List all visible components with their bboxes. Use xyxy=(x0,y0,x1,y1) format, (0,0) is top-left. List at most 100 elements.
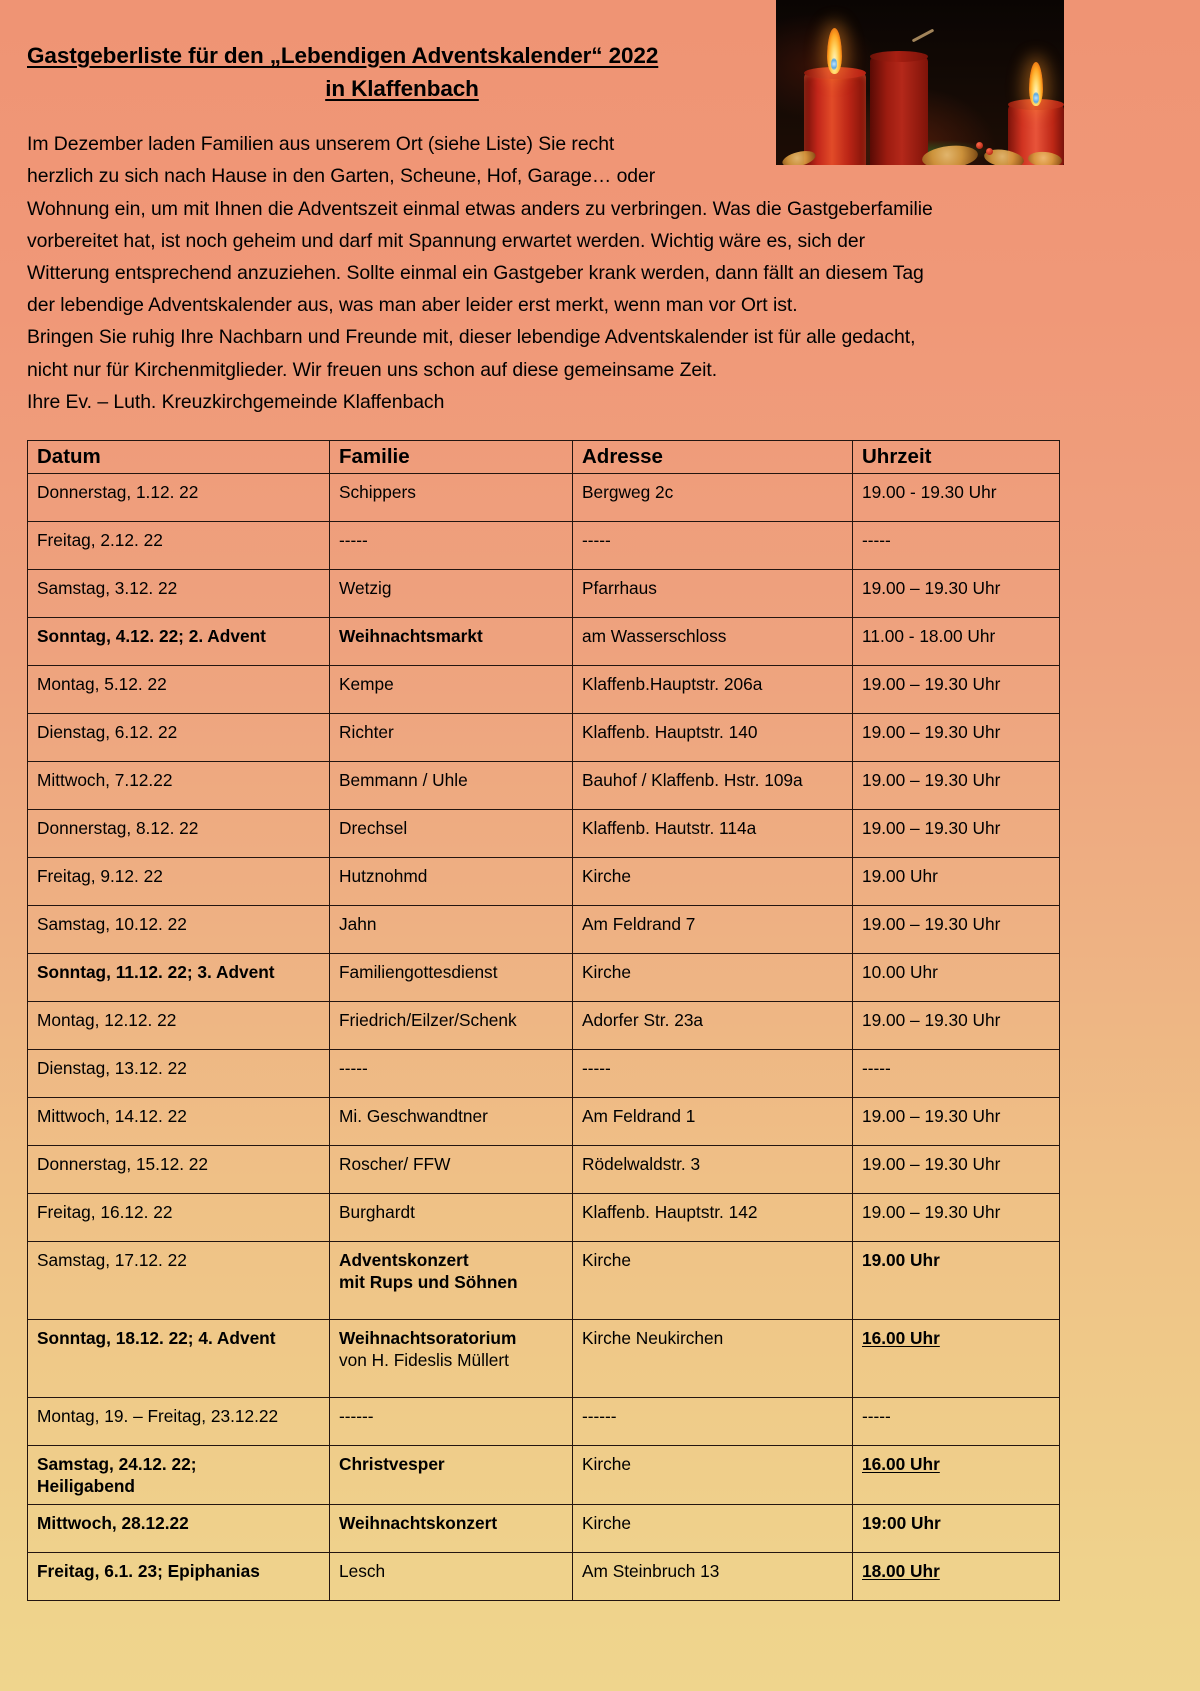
table-row: Freitag, 2.12. 22 ----- ----- ----- xyxy=(27,521,1060,571)
cell-adresse: ------ xyxy=(572,1397,853,1447)
intro-line-3: Wohnung ein, um mit Ihnen die Adventszei… xyxy=(27,197,933,220)
cell-adresse: Kirche Neukirchen xyxy=(572,1319,853,1399)
cell-uhrzeit: ----- xyxy=(852,1397,1060,1447)
table-row: Donnerstag, 15.12. 22 Roscher/ FFW Rödel… xyxy=(27,1145,1060,1195)
cell-adresse: Adorfer Str. 23a xyxy=(572,1001,853,1051)
cell-familie: Hutznohmd xyxy=(329,857,573,907)
intro-line-8: nicht nur für Kirchenmitglieder. Wir fre… xyxy=(27,358,718,381)
table-row: Montag, 12.12. 22 Friedrich/Eilzer/Schen… xyxy=(27,1001,1060,1051)
table-row: Samstag, 17.12. 22 Adventskonzert mit Ru… xyxy=(27,1241,1060,1321)
cell-familie: Roscher/ FFW xyxy=(329,1145,573,1195)
cell-datum: Samstag, 24.12. 22; Heiligabend xyxy=(27,1445,330,1506)
cell-familie-line2: mit Rups und Söhnen xyxy=(339,1272,518,1293)
intro-line-9: Ihre Ev. – Luth. Kreuzkirchgemeinde Klaf… xyxy=(27,390,445,413)
cell-datum: Donnerstag, 8.12. 22 xyxy=(27,809,330,859)
cell-uhrzeit: 18.00 Uhr xyxy=(852,1552,1060,1602)
cell-datum: Sonntag, 11.12. 22; 3. Advent xyxy=(27,953,330,1003)
table-header-row: Datum Familie Adresse Uhrzeit xyxy=(27,439,1060,475)
page-title-line1: Gastgeberliste für den „Lebendigen Adven… xyxy=(27,43,659,68)
cell-datum: Montag, 5.12. 22 xyxy=(27,665,330,715)
cell-adresse: Pfarrhaus xyxy=(572,569,853,619)
table-row: Dienstag, 6.12. 22 Richter Klaffenb. Hau… xyxy=(27,713,1060,763)
cell-datum: Freitag, 9.12. 22 xyxy=(27,857,330,907)
cell-familie: Schippers xyxy=(329,473,573,523)
candle-unlit-icon xyxy=(870,51,928,165)
table-row: Donnerstag, 8.12. 22 Drechsel Klaffenb. … xyxy=(27,809,1060,859)
cell-familie: Bemmann / Uhle xyxy=(329,761,573,811)
cell-datum: Sonntag, 18.12. 22; 4. Advent xyxy=(27,1319,330,1399)
cell-uhrzeit: 19.00 – 19.30 Uhr xyxy=(852,665,1060,715)
cell-uhrzeit: 19.00 – 19.30 Uhr xyxy=(852,905,1060,955)
cell-adresse: Bauhof / Klaffenb. Hstr. 109a xyxy=(572,761,853,811)
cell-uhrzeit: 19.00 – 19.30 Uhr xyxy=(852,1097,1060,1147)
cell-familie: Kempe xyxy=(329,665,573,715)
document-content: Gastgeberliste für den „Lebendigen Adven… xyxy=(27,0,1173,1602)
cell-uhrzeit: 19.00 Uhr xyxy=(852,857,1060,907)
cell-familie: Friedrich/Eilzer/Schenk xyxy=(329,1001,573,1051)
cell-adresse: ----- xyxy=(572,521,853,571)
table-row: Donnerstag, 1.12. 22 Schippers Bergweg 2… xyxy=(27,473,1060,523)
table-row: Freitag, 6.1. 23; Epiphanias Lesch Am St… xyxy=(27,1552,1060,1602)
cell-uhrzeit: 19.00 Uhr xyxy=(852,1241,1060,1321)
cell-uhrzeit: 19.00 – 19.30 Uhr xyxy=(852,1193,1060,1243)
cell-familie: Familiengottesdienst xyxy=(329,953,573,1003)
cell-datum: Mittwoch, 7.12.22 xyxy=(27,761,330,811)
table-row: Dienstag, 13.12. 22 ----- ----- ----- xyxy=(27,1049,1060,1099)
cell-uhrzeit: 19.00 – 19.30 Uhr xyxy=(852,1001,1060,1051)
cell-uhrzeit: 19.00 – 19.30 Uhr xyxy=(852,569,1060,619)
cell-adresse: Kirche xyxy=(572,857,853,907)
advent-candles-photo xyxy=(776,0,1064,165)
cell-adresse: am Wasserschloss xyxy=(572,617,853,667)
cell-familie-line1: Adventskonzert xyxy=(339,1250,469,1271)
berry-icon xyxy=(976,142,983,149)
schedule-table: Datum Familie Adresse Uhrzeit Donnerstag… xyxy=(27,439,1060,1602)
cell-datum: Samstag, 10.12. 22 xyxy=(27,905,330,955)
cell-uhrzeit: 16.00 Uhr xyxy=(852,1445,1060,1506)
table-row: Samstag, 24.12. 22; Heiligabend Christve… xyxy=(27,1445,1060,1506)
cell-familie: Richter xyxy=(329,713,573,763)
cell-adresse: Am Steinbruch 13 xyxy=(572,1552,853,1602)
flame-right-icon xyxy=(1029,62,1043,106)
cell-familie: ----- xyxy=(329,1049,573,1099)
cell-familie-line2: von H. Fideslis Müllert xyxy=(339,1350,509,1371)
cell-datum: Donnerstag, 1.12. 22 xyxy=(27,473,330,523)
cell-uhrzeit: 10.00 Uhr xyxy=(852,953,1060,1003)
table-row: Samstag, 3.12. 22 Wetzig Pfarrhaus 19.00… xyxy=(27,569,1060,619)
cell-familie: Adventskonzert mit Rups und Söhnen xyxy=(329,1241,573,1321)
cell-adresse: Klaffenb. Hautstr. 114a xyxy=(572,809,853,859)
berry-icon xyxy=(986,148,993,155)
column-header-uhrzeit: Uhrzeit xyxy=(852,439,1060,475)
intro-line-2: herzlich zu sich nach Hause in den Garte… xyxy=(27,165,656,188)
intro-line-4: vorbereitet hat, ist noch geheim und dar… xyxy=(27,229,865,252)
intro-line-1: Im Dezember laden Familien aus unserem O… xyxy=(27,133,615,156)
cell-datum: Freitag, 2.12. 22 xyxy=(27,521,330,571)
cell-datum: Dienstag, 13.12. 22 xyxy=(27,1049,330,1099)
candle-lit-left-icon xyxy=(804,67,866,165)
cell-datum: Freitag, 16.12. 22 xyxy=(27,1193,330,1243)
flame-core-left-icon xyxy=(831,58,837,70)
table-row: Mittwoch, 28.12.22 Weihnachtskonzert Kir… xyxy=(27,1504,1060,1554)
intro-line-5: Witterung entsprechend anzuziehen. Sollt… xyxy=(27,261,924,284)
flame-left-icon xyxy=(827,28,842,74)
table-row: Sonntag, 18.12. 22; 4. Advent Weihnachts… xyxy=(27,1319,1060,1399)
table-row: Montag, 5.12. 22 Kempe Klaffenb.Hauptstr… xyxy=(27,665,1060,715)
cell-adresse: Klaffenb. Hauptstr. 142 xyxy=(572,1193,853,1243)
cell-adresse: Kirche xyxy=(572,1445,853,1506)
cell-datum-line2: Heiligabend xyxy=(37,1476,135,1497)
cell-adresse: Kirche xyxy=(572,1504,853,1554)
cell-adresse: Rödelwaldstr. 3 xyxy=(572,1145,853,1195)
intro-paragraph: Im Dezember laden Familien aus unserem O… xyxy=(27,104,1173,418)
table-row: Mittwoch, 14.12. 22 Mi. Geschwandtner Am… xyxy=(27,1097,1060,1147)
column-header-datum: Datum xyxy=(27,439,330,475)
cell-datum: Montag, 12.12. 22 xyxy=(27,1001,330,1051)
cell-familie: Weihnachtskonzert xyxy=(329,1504,573,1554)
cell-uhrzeit: 19.00 – 19.30 Uhr xyxy=(852,1145,1060,1195)
cell-uhrzeit: 19.00 – 19.30 Uhr xyxy=(852,713,1060,763)
intro-line-7: Bringen Sie ruhig Ihre Nachbarn und Freu… xyxy=(27,326,916,349)
table-row: Sonntag, 4.12. 22; 2. Advent Weihnachtsm… xyxy=(27,617,1060,667)
table-row: Freitag, 16.12. 22 Burghardt Klaffenb. H… xyxy=(27,1193,1060,1243)
page-title-line2: in Klaffenbach xyxy=(325,76,479,102)
cell-datum: Montag, 19. – Freitag, 23.12.22 xyxy=(27,1397,330,1447)
cell-uhrzeit: ----- xyxy=(852,521,1060,571)
